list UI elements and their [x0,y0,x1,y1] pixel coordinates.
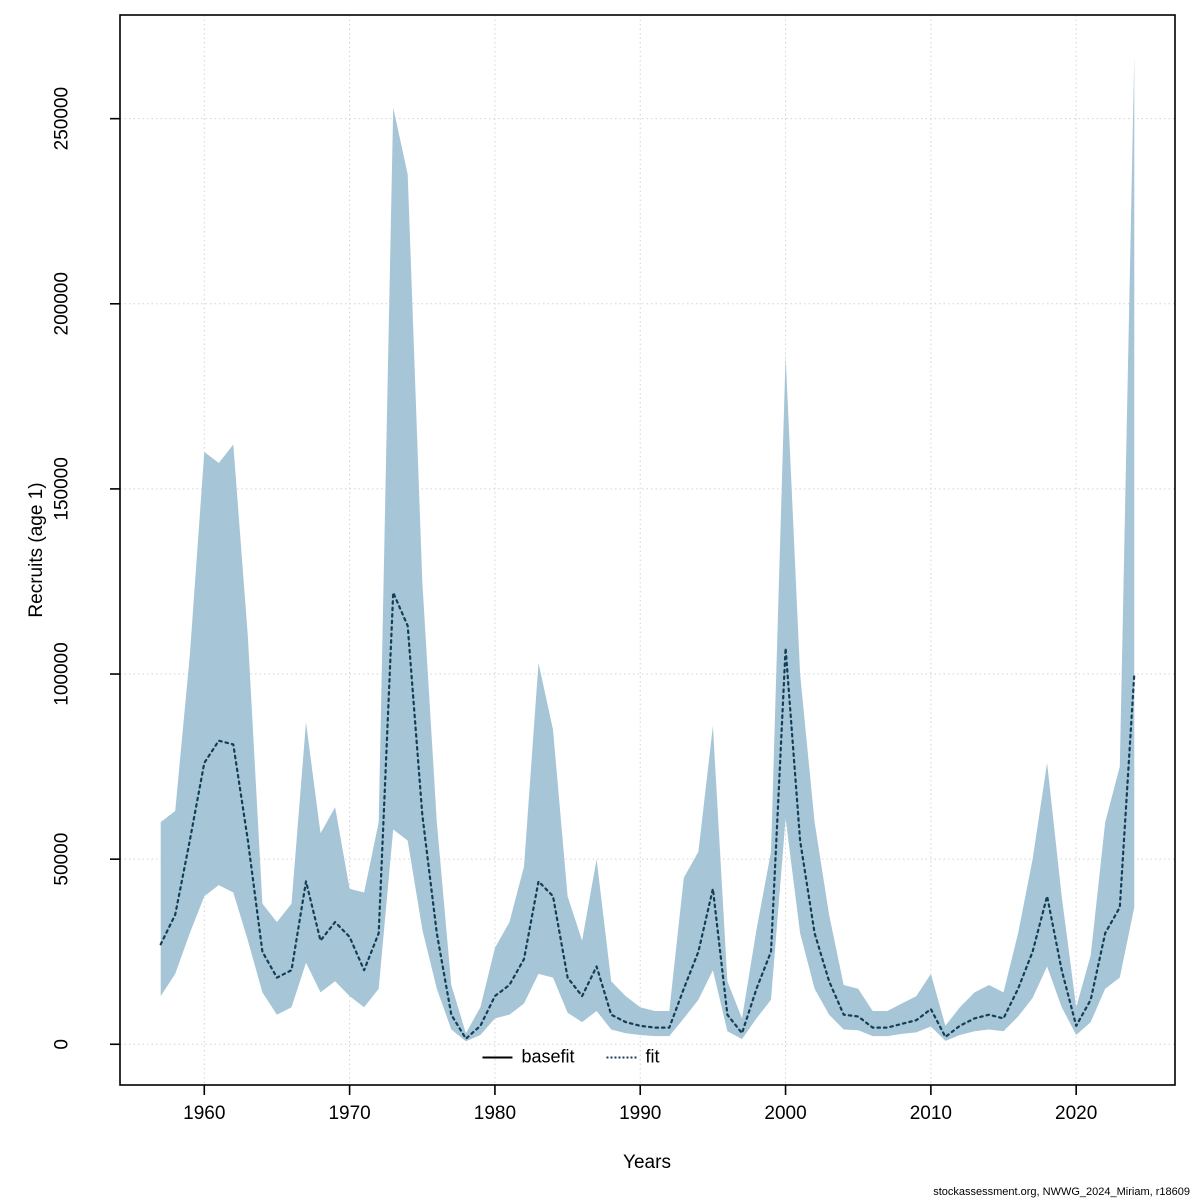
y-axis-title: Recruits (age 1) [26,482,47,618]
y-tick-label: 0 [52,1039,73,1050]
legend-item-fit: fit [606,1046,660,1068]
legend-label-basefit: basefit [521,1046,575,1067]
y-tick-label: 200000 [52,272,73,335]
legend-item-basefit: basefit [482,1046,575,1068]
x-tick-label: 1980 [474,1103,516,1124]
x-tick-label: 2010 [910,1103,952,1124]
y-tick-label: 150000 [52,457,73,520]
y-tick-label: 50000 [52,833,73,886]
fit-line-sample-icon [606,1056,637,1058]
y-tick-label: 100000 [52,642,73,705]
y-tick-label: 250000 [52,87,73,150]
fit-line [159,591,1136,1040]
x-tick-label: 1960 [183,1103,225,1124]
confidence-band [160,55,1135,1042]
legend-label-fit: fit [645,1046,660,1067]
x-tick-label: 2020 [1055,1103,1097,1124]
basefit-line-sample-icon [482,1056,513,1058]
x-tick-label: 1990 [619,1103,661,1124]
legend: basefit fit [482,1046,660,1068]
x-axis-title: Years [623,1152,671,1173]
x-tick-label: 1970 [328,1103,370,1124]
plot-border [119,14,1176,1086]
credit-text: stockassessment.org, NWWG_2024_Miriam, r… [933,1186,1190,1198]
x-tick-label: 2000 [764,1103,806,1124]
